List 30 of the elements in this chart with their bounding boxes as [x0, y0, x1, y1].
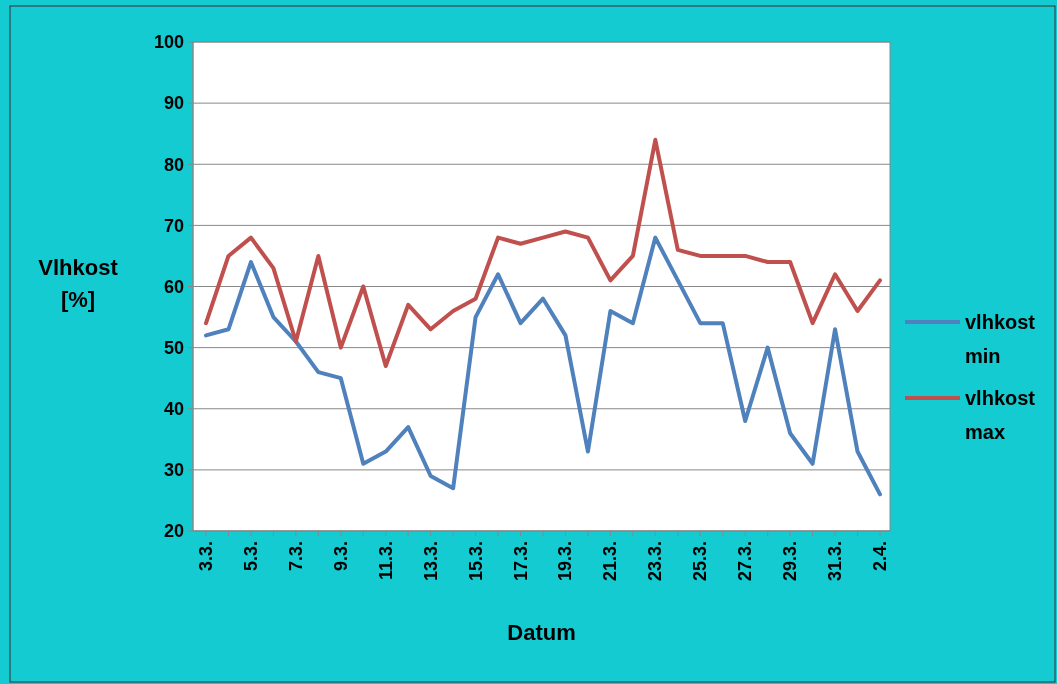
x-tick-label: 21.3. [600, 541, 621, 582]
y-tick-label: 90 [163, 93, 184, 114]
y-tick-label: 40 [163, 399, 184, 420]
x-tick-label: 31.3. [825, 541, 846, 582]
x-tick-label: 15.3. [465, 541, 486, 582]
x-tick-label: 25.3. [690, 541, 711, 582]
x-tick-label: 11.3. [375, 541, 396, 581]
line-series [204, 235, 882, 497]
y-tick-label: 60 [163, 276, 184, 297]
x-tick-label: 23.3. [645, 541, 666, 582]
x-tick-label: 7.3. [285, 541, 306, 572]
x-tick-label: 3.3. [196, 541, 216, 572]
y-tick-label: 100 [153, 32, 184, 53]
x-tick-label: 13.3. [420, 541, 441, 582]
line-series [204, 137, 882, 368]
y-tick-label: 30 [163, 460, 184, 481]
x-tick-label: 19.3. [555, 541, 576, 582]
legend-label: vlhkost max [965, 387, 1036, 443]
x-tick-label: 9.3. [330, 541, 351, 572]
x-tick-label: 27.3. [735, 541, 756, 582]
x-axis-title: Datum [507, 620, 576, 645]
x-tick-label: 2.4. [870, 541, 890, 572]
x-tick-label: 5.3. [240, 541, 261, 572]
y-tick-label: 20 [163, 521, 184, 542]
x-tick-label: 29.3. [780, 541, 801, 582]
y-tick-label: 70 [163, 215, 184, 236]
y-axis-title: Vlhkost [%] [38, 255, 119, 312]
y-tick-label: 80 [163, 154, 184, 175]
y-tick-label: 50 [163, 337, 184, 358]
x-tick-label: 17.3. [510, 541, 531, 582]
